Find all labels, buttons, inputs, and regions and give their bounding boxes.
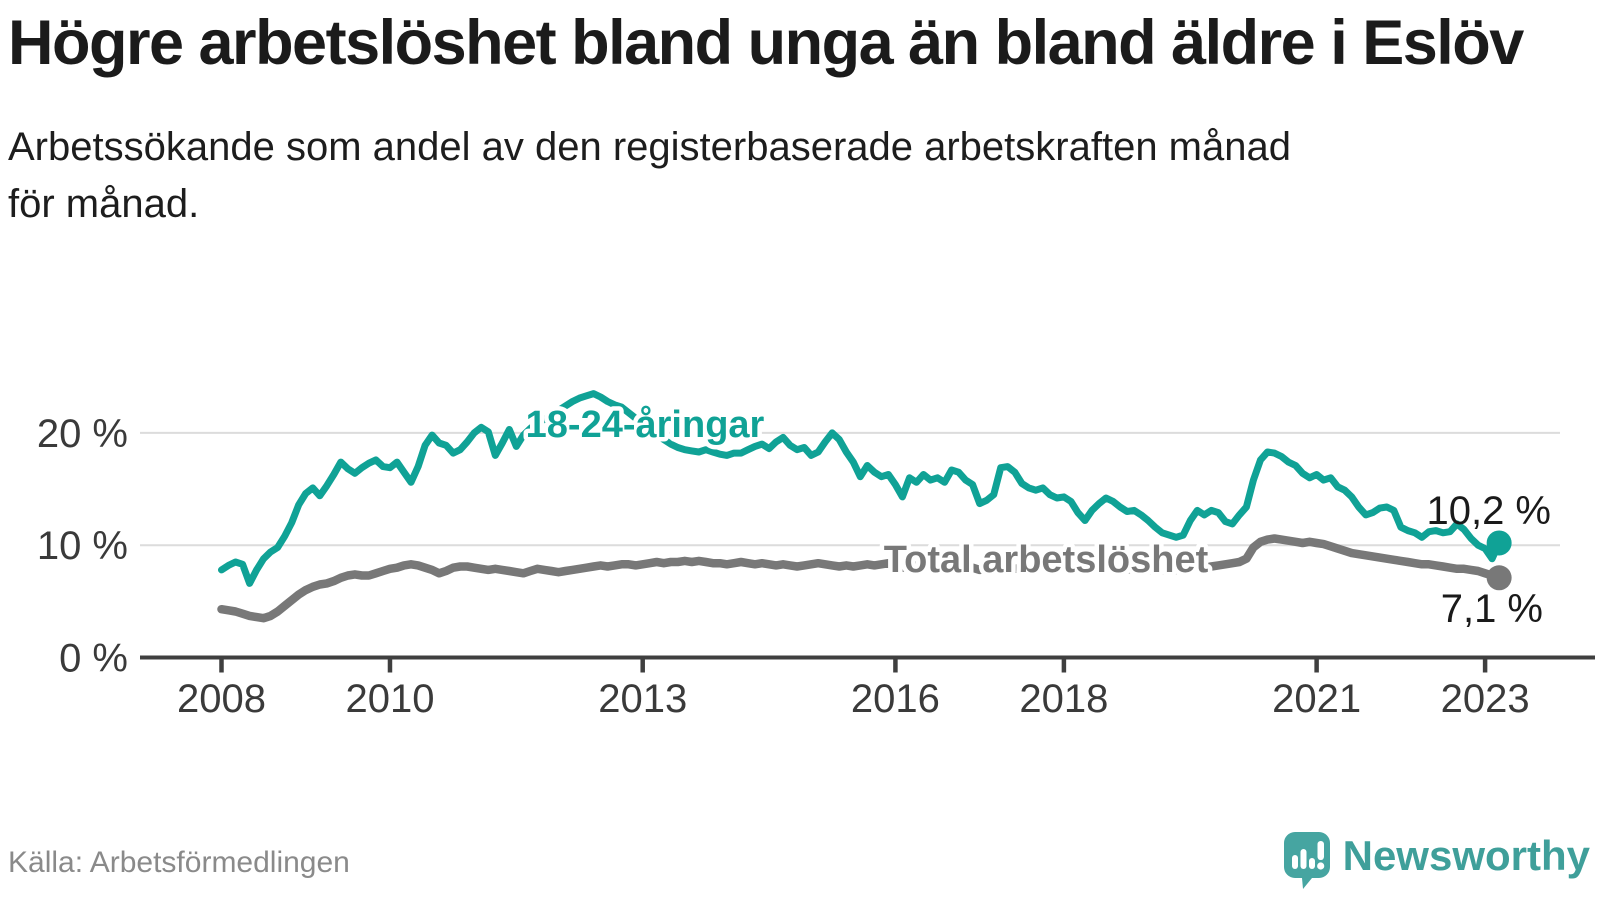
series-label-halo-total: Total arbetslöshet [884,539,1209,581]
series-line-total [217,534,1504,623]
x-axis-label-2016: 2016 [851,677,940,721]
series-end-dot-youth [1486,530,1512,556]
brand-wordmark: Newsworthy [1342,831,1590,879]
logo-bar-2 [1300,849,1307,869]
series-label-halo-youth: 18-24-åringar [526,404,765,446]
end-value-label-total: 7,1 % [1441,587,1543,631]
x-axis-label-2018: 2018 [1019,677,1108,721]
logo-exclamation-bar [1317,841,1324,860]
x-axis-label-2008: 2008 [177,677,266,721]
y-axis-label-20: 20 % [37,412,128,456]
y-axis-label-10: 10 % [37,524,128,568]
logo-exclamation-dot [1316,862,1324,870]
x-axis-label-2023: 2023 [1441,677,1530,721]
logo-bar-3 [1308,858,1315,869]
series-label-youth: 18-24-åringar [526,404,765,446]
brand: Newsworthy [1283,831,1590,890]
source-note: Källa: Arbetsförmedlingen [8,846,350,879]
x-axis-label-2021: 2021 [1272,677,1361,721]
page-subtitle: Arbetssökande som andel av den registerb… [8,125,1291,226]
x-axis-label-2013: 2013 [598,677,687,721]
page-title: Högre arbetslöshet bland unga än bland ä… [8,8,1524,78]
logo-bar-1 [1291,855,1298,869]
y-axis-label-0: 0 % [59,637,128,681]
end-value-label-youth: 10,2 % [1426,489,1551,533]
series-label-total: Total arbetslöshet [884,539,1209,581]
series-end-dot-total [1486,565,1512,591]
newsworthy-logo-icon [1283,832,1330,889]
chart-header: Högre arbetslöshet bland unga än bland ä… [8,0,1592,233]
logo-bubble [1283,832,1330,889]
series-line-youth [218,390,1503,587]
x-axis-label-2010: 2010 [345,677,434,721]
